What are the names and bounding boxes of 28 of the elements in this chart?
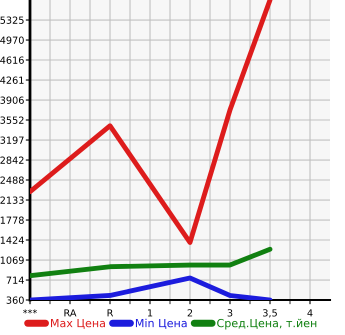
y-tick-label: 4261 [0, 76, 24, 84]
line-series [30, 246, 272, 278]
y-tick-label: 2133 [0, 196, 24, 204]
line-series [30, 0, 272, 245]
y-tick-label: 3906 [0, 96, 24, 104]
x-tick-label: 3 [228, 309, 232, 317]
y-tick-label: 2488 [0, 176, 24, 184]
x-tick-label: 1 [148, 309, 152, 316]
x-tick-label: RA [64, 309, 76, 316]
y-tick-label: 1778 [0, 216, 24, 224]
y-tick-label: 4970 [0, 36, 24, 44]
y-tick-label: 5325 [0, 16, 24, 24]
x-tick-label: 4 [307, 309, 313, 316]
y-tick-label: 1424 [0, 236, 24, 244]
y-tick-label: 3552 [0, 116, 24, 124]
y-tick-label: 360 [6, 296, 24, 304]
y-tick-label: 714 [6, 276, 24, 284]
y-tick-label: 4616 [0, 56, 24, 64]
x-tick-label: R [108, 309, 114, 316]
y-tick-label: 3197 [0, 136, 24, 144]
x-tick-label: 2 [188, 309, 192, 316]
legend-label: Min Цена [136, 318, 187, 329]
legend-label: Max Цена [51, 319, 105, 329]
x-tick-label: *** [23, 309, 37, 314]
y-tick-label: 2842 [0, 156, 24, 164]
legend-label: Сред.Цена, т.йен [217, 318, 316, 330]
x-tick-label: 3,5 [263, 309, 277, 318]
y-tick-label: 1069 [0, 256, 24, 264]
